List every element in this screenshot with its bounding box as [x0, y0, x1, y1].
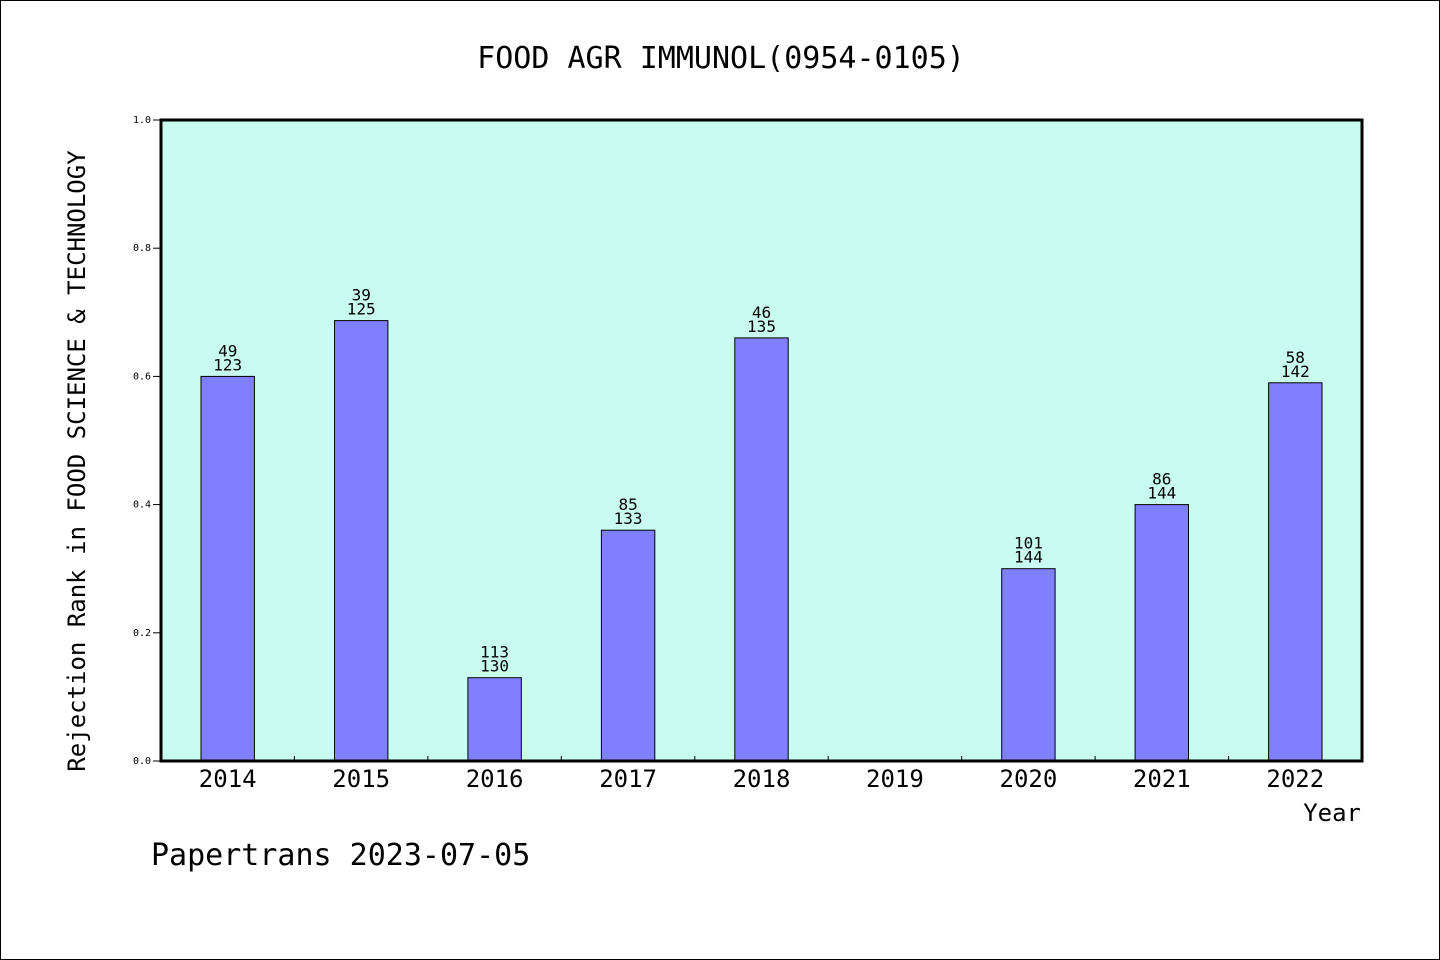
y-tick-label: 0.6: [133, 371, 151, 382]
y-tick-label: 0.2: [133, 628, 151, 639]
bar-2015: [334, 320, 389, 762]
x-axis: 2014 2015 2016 2017 2018 2019 2020 2021 2022: [199, 756, 1324, 793]
bar-label-bottom-2015: 125: [347, 300, 376, 319]
chart-title: FOOD AGR IMMUNOL(0954-0105): [477, 41, 965, 76]
bar-label-bottom-2020: 144: [1014, 548, 1043, 567]
bar-2020: [1001, 568, 1056, 762]
x-tick-label-2015: 2015: [332, 765, 390, 793]
plot-border: [159, 118, 1364, 763]
footer-credit: Papertrans 2023-07-05: [151, 838, 530, 873]
bar-label-top-2017: 85: [618, 495, 637, 514]
y-tick-label: 0.0: [133, 756, 151, 767]
bar-label-top-2015: 39: [352, 286, 371, 305]
x-tick-label-2021: 2021: [1133, 765, 1191, 793]
bar-2017: [600, 529, 656, 762]
bar-2018: [734, 337, 789, 762]
x-tick-label-2019: 2019: [866, 765, 924, 793]
bar-label-bottom-2014: 123: [213, 355, 242, 374]
bar-label-top-2016: 113: [480, 643, 509, 662]
y-tick-label: 1.0: [133, 115, 151, 126]
bar-label-top-2021: 86: [1152, 470, 1171, 489]
bar-2014: [200, 375, 255, 762]
bar-label-bottom-2018: 135: [747, 317, 776, 336]
bar-2022: [1268, 382, 1323, 762]
bar-label-bottom-2016: 130: [480, 657, 509, 676]
y-tick-label: 0.4: [133, 500, 151, 511]
bar-label-top-2018: 46: [752, 303, 771, 322]
x-tick-label-2017: 2017: [599, 765, 657, 793]
x-tick-label-2014: 2014: [199, 765, 257, 793]
bar-2016: [467, 677, 522, 762]
bar-2021: [1134, 504, 1189, 762]
x-tick-label-2020: 2020: [1000, 765, 1058, 793]
x-axis-label: Year: [1303, 799, 1361, 827]
y-axis-label: Rejection Rank in FOOD SCIENCE & TECHNOL…: [63, 150, 91, 772]
bars-layer: [200, 320, 1323, 762]
bar-label-top-2020: 101: [1014, 534, 1043, 553]
x-tick-label-2018: 2018: [733, 765, 791, 793]
bar-label-top-2014: 49: [218, 341, 237, 360]
bar-label-bottom-2017: 133: [614, 509, 643, 528]
x-tick-label-2016: 2016: [466, 765, 524, 793]
bar-label-top-2022: 58: [1286, 348, 1305, 367]
x-tick-label-2022: 2022: [1266, 765, 1324, 793]
bar-label-bottom-2021: 144: [1147, 484, 1176, 503]
y-tick-label: 0.8: [133, 243, 151, 254]
bar-labels-layer: 4912339125113130851334613510114486144581…: [213, 286, 1310, 676]
y-axis: 0.0 0.2 0.4 0.6 0.8 1.0: [133, 115, 161, 767]
bar-label-bottom-2022: 142: [1281, 362, 1310, 381]
